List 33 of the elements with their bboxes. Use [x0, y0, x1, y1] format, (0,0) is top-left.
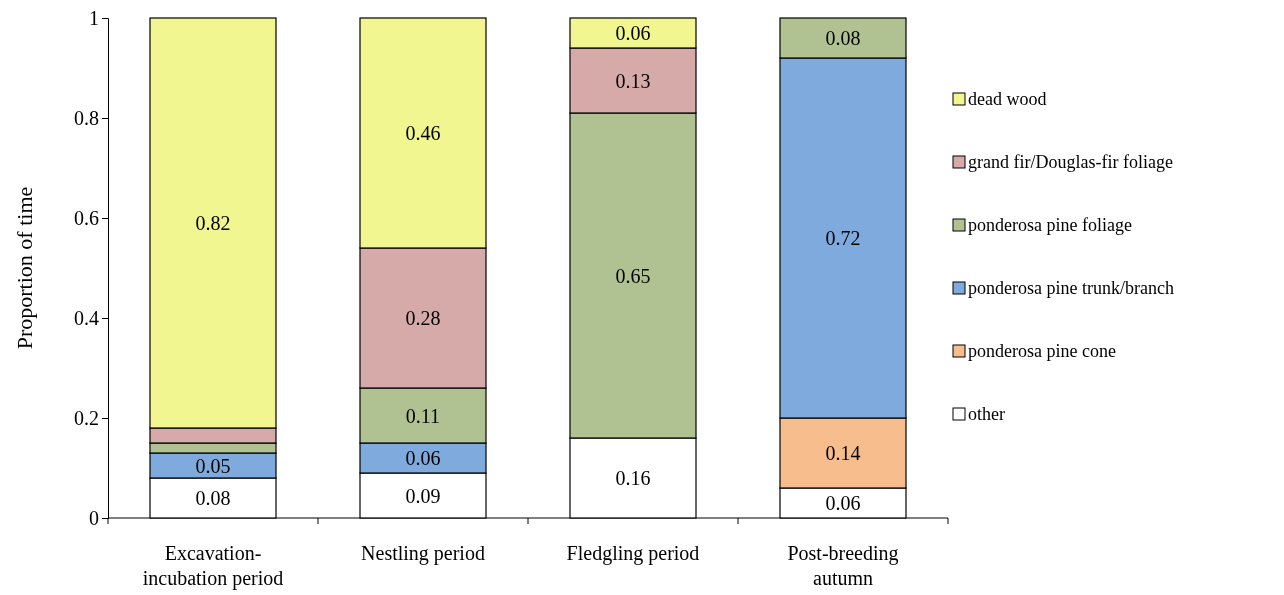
- x-tick-label: Fledgling period: [566, 542, 700, 565]
- data-label: 0.11: [405, 404, 441, 427]
- data-label: 0.08: [825, 27, 861, 49]
- y-tick-label: 0.8: [74, 106, 99, 129]
- data-label: 0.06: [825, 492, 861, 514]
- legend-label: other: [968, 404, 1005, 424]
- y-tick-label: 1: [89, 6, 99, 29]
- y-axis-title: Proportion of time: [12, 186, 37, 350]
- x-tick-label: Nestling period: [361, 542, 485, 565]
- legend-label: ponderosa pine trunk/branch: [968, 278, 1174, 298]
- y-tick-label: 0.4: [74, 306, 99, 329]
- data-label: 0.14: [825, 442, 861, 464]
- data-label: 0.72: [825, 227, 861, 249]
- x-tick-label: Post-breeding autumn: [787, 542, 899, 589]
- y-tick-label: 0.6: [74, 206, 99, 229]
- data-label: 0.06: [405, 447, 441, 469]
- data-label: 0.82: [195, 212, 231, 234]
- x-tick-label: Excavation-incubation period: [142, 542, 284, 590]
- data-label: 0.08: [195, 487, 231, 509]
- data-label: 0.16: [615, 467, 651, 489]
- data-label: 0.46: [405, 122, 441, 144]
- y-tick-label: 0: [89, 506, 99, 529]
- legend-label: ponderosa pine foliage: [968, 215, 1132, 235]
- data-label: 0.13: [615, 69, 651, 92]
- data-label: 0.65: [615, 264, 651, 287]
- data-label: 0.06: [615, 22, 651, 44]
- legend-label: grand fir/Douglas-fir foliage: [968, 152, 1173, 172]
- data-label: 0.05: [195, 454, 231, 477]
- data-label: 0.28: [405, 307, 441, 329]
- y-tick-label: 0.2: [74, 406, 99, 429]
- legend-label: dead wood: [968, 89, 1047, 109]
- legend-label: ponderosa pine cone: [968, 341, 1116, 361]
- data-label: 0.09: [405, 484, 441, 507]
